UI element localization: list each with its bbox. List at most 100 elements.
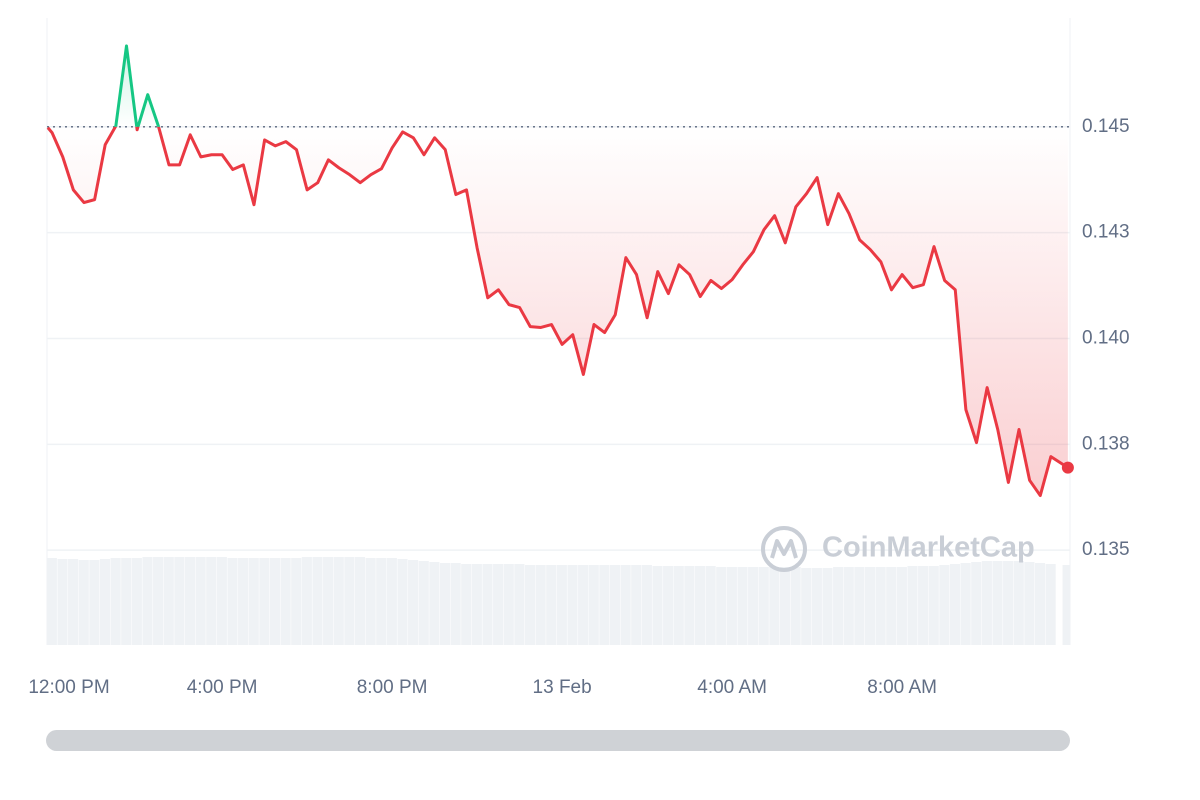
volume-bar (344, 557, 355, 645)
volume-bar (397, 559, 408, 645)
volume-bar (461, 564, 472, 645)
volume-bar (418, 561, 429, 645)
volume-bar (779, 567, 791, 645)
volume-bar (269, 558, 281, 645)
volume-bar (376, 558, 387, 645)
volume-bar (142, 557, 153, 645)
volume-bar (737, 567, 748, 645)
watermark-logo-mark (770, 539, 798, 559)
volume-bar (801, 568, 812, 645)
volume-bar (354, 557, 366, 645)
volume-bar (567, 565, 578, 645)
watermark: CoinMarketCap (822, 532, 1035, 564)
volume-bar (291, 558, 302, 645)
y-tick-label: 0.135 (1082, 539, 1130, 560)
volume-bar (864, 567, 876, 645)
x-tick-label: 8:00 AM (867, 677, 937, 698)
volume-bar (57, 559, 68, 645)
volume-bar (1062, 565, 1070, 645)
volume-bar (524, 565, 536, 645)
volume-bar (450, 563, 461, 645)
last-price-dot (1061, 461, 1074, 474)
price-line-down (46, 126, 1069, 498)
x-tick-label: 4:00 PM (187, 677, 258, 698)
scrollbar[interactable] (46, 730, 1070, 751)
volume-bar (163, 557, 174, 645)
volume-bar (641, 565, 652, 645)
volume-bar (705, 566, 716, 645)
volume-bar (68, 559, 79, 645)
volume-bar (503, 564, 514, 645)
volume-bar (78, 560, 89, 645)
watermark-logo (761, 526, 807, 572)
volume-bar (960, 563, 971, 645)
volume-bar (99, 559, 111, 645)
volume-bar (1013, 561, 1024, 645)
volume-bar (588, 565, 599, 645)
x-tick-label: 4:00 AM (697, 677, 767, 698)
volume-bar (471, 564, 482, 645)
volume-bar (663, 566, 674, 645)
volume-bar (907, 566, 918, 645)
area-up (47, 45, 1068, 127)
volume-bar (1003, 561, 1014, 645)
volume-bar (758, 567, 769, 645)
volume-bar (301, 557, 312, 645)
volume-bar (790, 567, 801, 645)
volume-bar (684, 566, 695, 645)
volume-bar (248, 558, 259, 645)
volume-bar (726, 567, 737, 645)
volume-bar (694, 566, 706, 645)
volume-bar (949, 564, 961, 645)
volume-bar (1045, 564, 1056, 645)
y-tick-label: 0.138 (1082, 433, 1130, 454)
volume-bar (1034, 563, 1046, 645)
volume-bar (609, 565, 621, 645)
volume-bar (429, 562, 440, 645)
volume-bar (408, 560, 419, 645)
volume-bar (153, 557, 164, 645)
volume-bar (673, 566, 684, 645)
volume-bar (981, 561, 992, 645)
volume-bar (716, 567, 727, 645)
volume-bar (280, 558, 291, 645)
volume-bar (514, 564, 525, 645)
volume-bar (843, 567, 854, 645)
volume-bar (227, 558, 238, 645)
x-tick-label: 8:00 PM (357, 677, 428, 698)
volume-bar (939, 565, 950, 645)
volume-bar (811, 568, 822, 645)
y-tick-label: 0.140 (1082, 328, 1130, 349)
volume-bar (238, 558, 249, 645)
volume-bar (493, 564, 504, 645)
volume-bar (854, 567, 865, 645)
volume-bar (546, 565, 557, 645)
volume-bar (769, 567, 780, 645)
volume-bar (875, 567, 886, 645)
volume-bar (833, 567, 844, 645)
volume-bar (195, 557, 206, 645)
volume-bar (323, 557, 334, 645)
volume-bar (652, 566, 663, 645)
volume-bar (822, 568, 833, 645)
volume-bar (631, 565, 642, 645)
volume-bar (259, 558, 270, 645)
volume-bar (886, 567, 897, 645)
volume-bar (386, 558, 397, 645)
volume-bar (333, 557, 344, 645)
area-down (47, 126, 1068, 496)
y-tick-label: 0.145 (1082, 116, 1130, 137)
volume-bar (556, 565, 567, 645)
volume-bar (599, 565, 610, 645)
volume-bar (47, 558, 57, 645)
volume-bar (216, 557, 227, 645)
volume-bar (365, 558, 376, 645)
volume-bar (439, 563, 451, 645)
x-tick-label: 12:00 PM (28, 677, 109, 698)
volume-bar (206, 557, 217, 645)
volume-bar (928, 566, 939, 645)
volume-bar (748, 567, 759, 645)
volume-bar (971, 562, 982, 645)
